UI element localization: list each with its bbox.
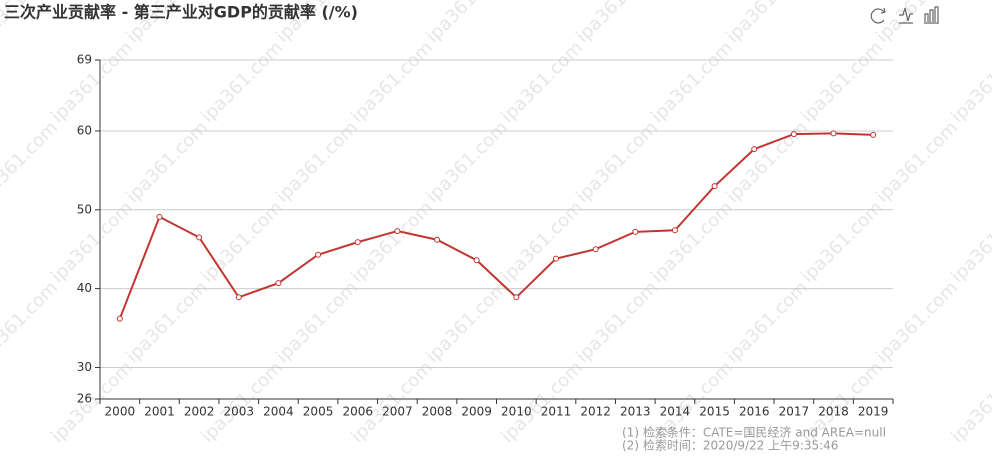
watermark-text: ipa361.com xyxy=(197,37,287,127)
data-point xyxy=(116,315,123,322)
watermark-text: ipa361.com xyxy=(197,197,287,287)
series-line xyxy=(118,132,874,319)
x-tick-label: 2001 xyxy=(144,405,175,419)
watermark-text: ipa361.com xyxy=(422,0,512,47)
watermark-layer: ipa361.com ipa361.com ipa361.com ipa361.com… xyxy=(0,0,992,447)
x-tick-label: 2008 xyxy=(422,405,453,419)
watermark-text: ipa361.com xyxy=(947,37,992,127)
watermark-text: ipa361.com xyxy=(947,357,992,447)
watermark-text: ipa361.com xyxy=(572,0,662,47)
x-tick-label: 2018 xyxy=(818,405,849,419)
watermark-text: ipa361.com xyxy=(572,277,662,367)
y-tick-label: 40 xyxy=(77,281,92,295)
data-point xyxy=(235,294,242,301)
data-point xyxy=(592,246,599,253)
watermark-text: ipa361.com xyxy=(47,37,137,127)
x-tick-label: 2019 xyxy=(858,405,889,419)
data-point xyxy=(870,131,877,138)
line-type-button[interactable] xyxy=(899,7,913,24)
footnote: (2) 检索时间：2020/9/22 上午9:35:46 xyxy=(622,438,838,453)
data-point xyxy=(473,257,480,264)
watermark-text: ipa361.com xyxy=(947,197,992,287)
data-point xyxy=(315,251,322,258)
data-point xyxy=(434,236,441,243)
watermark-text: ipa361.com xyxy=(647,37,737,127)
data-point xyxy=(790,131,797,138)
data-point xyxy=(751,146,758,153)
watermark-text: ipa361.com xyxy=(797,37,887,127)
x-tick-label: 2000 xyxy=(105,405,136,419)
data-point xyxy=(711,183,718,190)
y-tick-label: 60 xyxy=(77,123,92,137)
data-point xyxy=(552,255,559,262)
x-tick-label: 2015 xyxy=(699,405,730,419)
x-tick-label: 2011 xyxy=(541,405,572,419)
data-point xyxy=(671,227,678,234)
y-tick-label: 50 xyxy=(77,202,92,216)
data-point xyxy=(632,228,639,235)
x-tick-label: 2003 xyxy=(224,405,255,419)
x-tick-label: 2006 xyxy=(342,405,373,419)
x-tick-label: 2009 xyxy=(461,405,492,419)
watermark-text: ipa361.com xyxy=(347,357,437,447)
x-tick-label: 2014 xyxy=(660,405,691,419)
data-point xyxy=(275,280,282,287)
watermark-text: ipa361.com xyxy=(47,357,137,447)
data-point xyxy=(830,130,837,137)
x-tick-label: 2017 xyxy=(779,405,810,419)
chart-title: 三次产业贡献率 - 第三产业对GDP的贡献率 (/%) xyxy=(4,3,358,22)
data-point xyxy=(156,213,163,220)
watermark-text: ipa361.com xyxy=(872,0,962,47)
watermark-text: ipa361.com xyxy=(497,37,587,127)
data-point xyxy=(354,239,361,246)
watermark-text: ipa361.com xyxy=(872,277,962,367)
watermark-text: ipa361.com xyxy=(497,357,587,447)
y-tick-label: 26 xyxy=(77,392,92,406)
x-tick-label: 2002 xyxy=(184,405,215,419)
watermark-text: ipa361.com xyxy=(497,197,587,287)
watermark-text: ipa361.com xyxy=(0,117,62,207)
data-point xyxy=(394,228,401,235)
watermark-text: ipa361.com xyxy=(422,277,512,367)
watermark-text: ipa361.com xyxy=(0,277,62,367)
x-tick-label: 2005 xyxy=(303,405,334,419)
x-tick-label: 2013 xyxy=(620,405,651,419)
plot-area: 26 30 40 50 60 69 2000 2001 2002 2003 2004 2005 2006… xyxy=(77,53,894,419)
watermark-text: ipa361.com xyxy=(197,357,287,447)
watermark-text: ipa361.com xyxy=(722,277,812,367)
restore-button[interactable] xyxy=(870,7,886,24)
data-point xyxy=(196,234,203,241)
data-point xyxy=(513,294,520,301)
x-tick-label: 2004 xyxy=(263,405,294,419)
x-tick-label: 2016 xyxy=(739,405,770,419)
watermark-text: ipa361.com xyxy=(47,197,137,287)
x-tick-label: 2010 xyxy=(501,405,532,419)
watermark-text: ipa361.com xyxy=(797,197,887,287)
watermark-text: ipa361.com xyxy=(272,277,362,367)
x-tick-label: 2012 xyxy=(580,405,611,419)
bar-type-button[interactable] xyxy=(924,6,939,24)
watermark-text: ipa361.com xyxy=(347,37,437,127)
watermark-text: ipa361.com xyxy=(722,0,812,47)
footnote: (1) 检索条件：CATE=国民经济 and AREA=null xyxy=(622,425,886,440)
y-tick-label: 69 xyxy=(77,53,92,67)
y-tick-label: 30 xyxy=(77,360,92,374)
toolbar xyxy=(870,6,939,24)
x-tick-label: 2007 xyxy=(382,405,413,419)
watermark-text: ipa361.com xyxy=(122,277,212,367)
